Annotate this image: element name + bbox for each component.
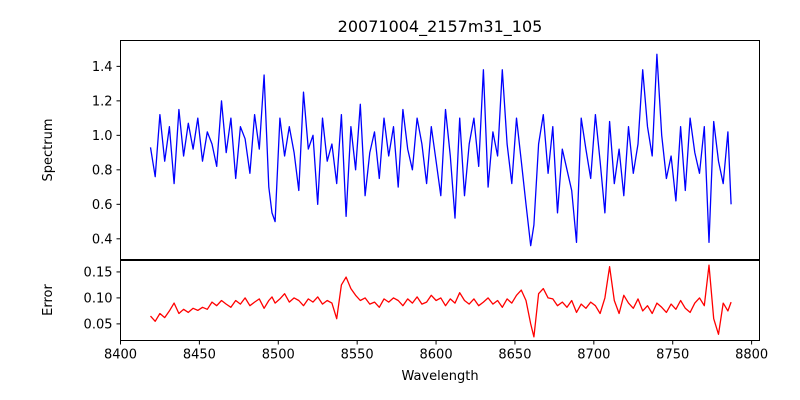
x-tick-label: 8550 — [341, 348, 374, 363]
spectrum-axes-frame — [120, 40, 760, 260]
spectrum-y-tick-label: 1.2 — [92, 94, 113, 109]
error-x-ticks: 8400 8450 8500 8550 8600 8650 8700 8750 8800 — [104, 340, 768, 363]
error-y-ticks: 0.05 0.10 0.15 — [84, 265, 121, 332]
spectrum-series — [149, 53, 732, 247]
error-series — [150, 264, 732, 338]
spectrum-y-axis-label: Spectrum — [41, 119, 56, 182]
error-y-axis-label: Error — [41, 284, 56, 316]
spectrum-y-tick-label: 0.8 — [92, 163, 113, 178]
spectrum-line — [149, 53, 732, 247]
error-axes-frame — [120, 260, 760, 341]
spectrum-y-tick-label: 1.0 — [92, 129, 113, 144]
chart-title: 20071004_2157m31_105 — [338, 17, 543, 37]
x-tick-label: 8450 — [183, 348, 216, 363]
x-tick-label: 8400 — [104, 348, 137, 363]
spectrum-y-tick-label: 0.4 — [92, 232, 113, 247]
x-tick-label: 8500 — [262, 348, 295, 363]
error-panel: 0.05 0.10 0.15 8400 8450 8500 8550 8600 8650 870… — [41, 260, 768, 384]
spectrum-panel: 0.4 0.6 0.8 1.0 1.2 1.4 Spectrum — [41, 40, 760, 260]
error-line — [150, 264, 732, 338]
spectrum-y-ticks: 0.4 0.6 0.8 1.0 1.2 1.4 — [92, 60, 121, 247]
error-y-tick-label: 0.15 — [84, 265, 113, 280]
x-axis-label: Wavelength — [401, 369, 478, 384]
x-tick-label: 8750 — [656, 348, 689, 363]
x-tick-label: 8600 — [420, 348, 453, 363]
spectrum-y-tick-label: 1.4 — [92, 60, 113, 75]
x-tick-label: 8700 — [577, 348, 610, 363]
x-tick-label: 8650 — [498, 348, 531, 363]
x-tick-label: 8800 — [735, 348, 768, 363]
error-y-tick-label: 0.05 — [84, 317, 113, 332]
error-y-tick-label: 0.10 — [84, 291, 113, 306]
spectrum-y-tick-label: 0.6 — [92, 198, 113, 213]
